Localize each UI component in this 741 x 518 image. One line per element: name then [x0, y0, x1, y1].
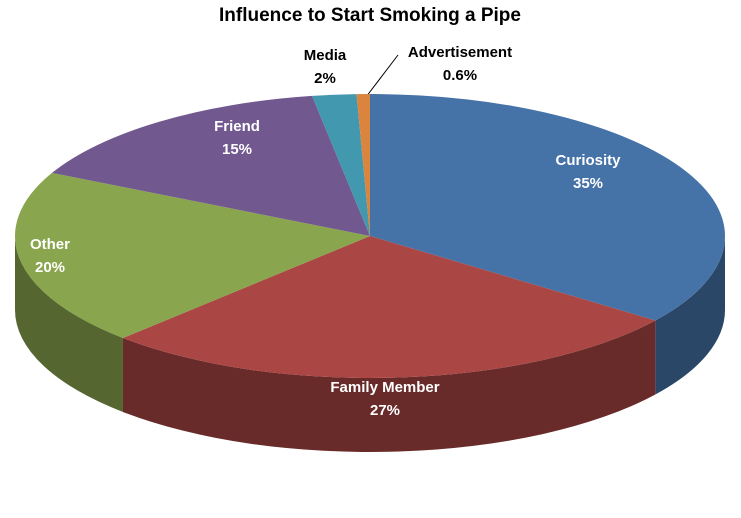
slice [312, 94, 370, 236]
value-label: 35% [573, 175, 603, 192]
slice-side [655, 236, 725, 395]
slice-side [122, 320, 656, 452]
value-label: 2% [314, 70, 336, 87]
slice [51, 95, 370, 236]
chart-title: Influence to Start Smoking a Pipe [219, 5, 521, 26]
slice [356, 94, 370, 236]
value-label: 20% [35, 259, 65, 276]
value-label: 0.6% [443, 67, 477, 84]
slice [14, 172, 370, 338]
value-label: 15% [222, 141, 252, 158]
value-label: 27% [370, 402, 400, 419]
slice-label: Curiosity [555, 152, 621, 169]
slice-label: Media [304, 47, 347, 64]
slice-label: Family Member [330, 379, 439, 396]
slice-side [14, 236, 123, 412]
slice-label: Advertisement [408, 44, 512, 61]
slice [370, 94, 725, 321]
slice-label: Friend [214, 118, 260, 135]
slice [122, 236, 656, 378]
leader-line [365, 54, 399, 98]
slice-label: Other [30, 236, 70, 253]
